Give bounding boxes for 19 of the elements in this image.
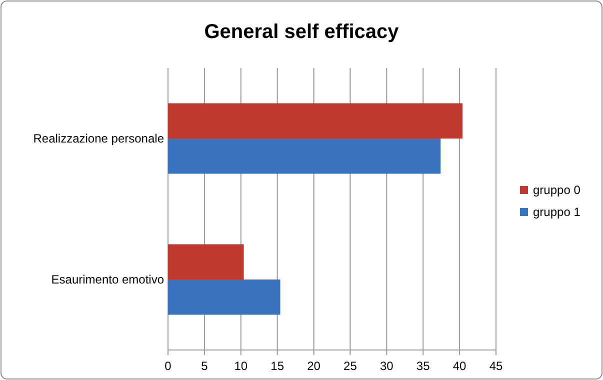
x-tick-label: 30 [380, 359, 394, 373]
x-tick-label: 20 [307, 359, 321, 373]
x-tick-label: 15 [270, 359, 284, 373]
x-tick-label: 45 [489, 359, 503, 373]
y-tick-label: Realizzazione personale [33, 132, 164, 146]
legend-label: gruppo 1 [533, 205, 581, 219]
bar [168, 103, 462, 138]
legend-label: gruppo 0 [533, 183, 581, 197]
x-tick-label: 10 [234, 359, 248, 373]
x-tick-label: 40 [452, 359, 467, 373]
y-tick-label: Esaurimento emotivo [51, 272, 164, 286]
bar [168, 280, 280, 315]
x-tick-label: 25 [344, 359, 358, 373]
x-tick-label: 0 [164, 359, 172, 373]
x-tick-label: 5 [201, 359, 208, 373]
bar [168, 244, 244, 280]
bar [168, 138, 441, 174]
x-tick-label: 35 [416, 359, 430, 373]
chart-title: General self efficacy [204, 21, 400, 43]
